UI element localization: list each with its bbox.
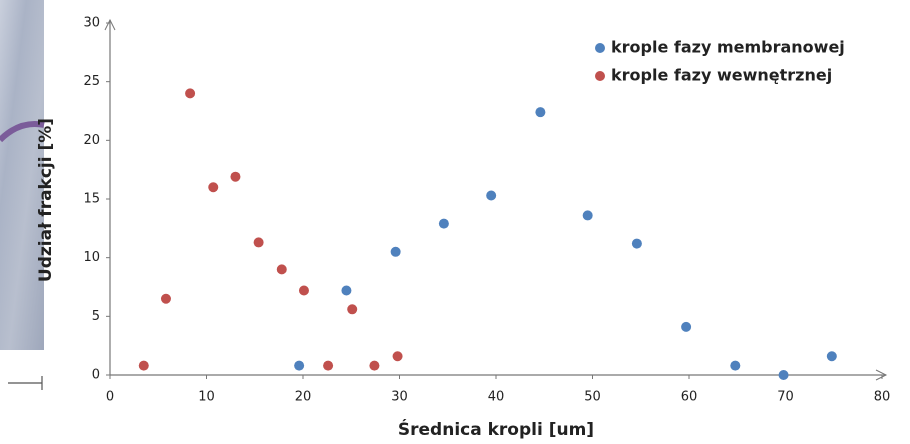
point [160, 293, 171, 304]
point [341, 285, 352, 296]
point [276, 264, 287, 275]
x-tick-label: 20 [295, 390, 312, 405]
point [681, 321, 692, 332]
x-axis-arrow [875, 369, 888, 381]
legend-label: krople fazy wewnętrznej [611, 66, 832, 85]
x-tick-label: 80 [874, 390, 891, 405]
point [208, 182, 219, 193]
point [826, 351, 837, 362]
y-axis-arrow [104, 18, 116, 31]
point [390, 246, 401, 257]
point [230, 171, 241, 182]
x-tick-label: 10 [198, 390, 215, 405]
point [392, 351, 403, 362]
micrograph-strip [0, 0, 44, 350]
y-tick-label: 20 [83, 133, 100, 148]
point [438, 218, 449, 229]
point [778, 370, 789, 380]
point [369, 360, 380, 371]
x-tick-label: 50 [584, 390, 601, 405]
y-tick-label: 0 [92, 368, 100, 383]
point [298, 285, 309, 296]
y-tick-label: 25 [83, 74, 100, 89]
x-tick-label: 40 [488, 390, 505, 405]
point [138, 360, 149, 371]
point [253, 237, 264, 248]
legend-marker [595, 43, 605, 53]
point [535, 107, 546, 118]
legend-marker [595, 71, 605, 81]
scale-bar [8, 376, 43, 390]
y-axis-title: Udział frakcji [%] [36, 118, 56, 282]
point [631, 238, 642, 249]
x-tick-label: 60 [681, 390, 698, 405]
legend-label: krople fazy membranowej [611, 38, 845, 57]
y-tick-label: 10 [83, 250, 100, 265]
y-tick-label: 15 [83, 192, 100, 207]
point [486, 190, 497, 201]
point [323, 360, 334, 371]
point [730, 360, 741, 371]
point [294, 360, 305, 371]
y-tick-label: 30 [83, 16, 100, 31]
point [347, 304, 358, 315]
x-tick-label: 70 [777, 390, 794, 405]
y-tick-label: 5 [92, 309, 100, 324]
x-tick-label: 30 [391, 390, 408, 405]
micrograph-detail [0, 121, 45, 143]
x-axis-title: Średnica kropli [um] [398, 418, 594, 440]
x-tick-label: 0 [106, 390, 114, 405]
point [185, 88, 196, 99]
point [582, 210, 593, 221]
